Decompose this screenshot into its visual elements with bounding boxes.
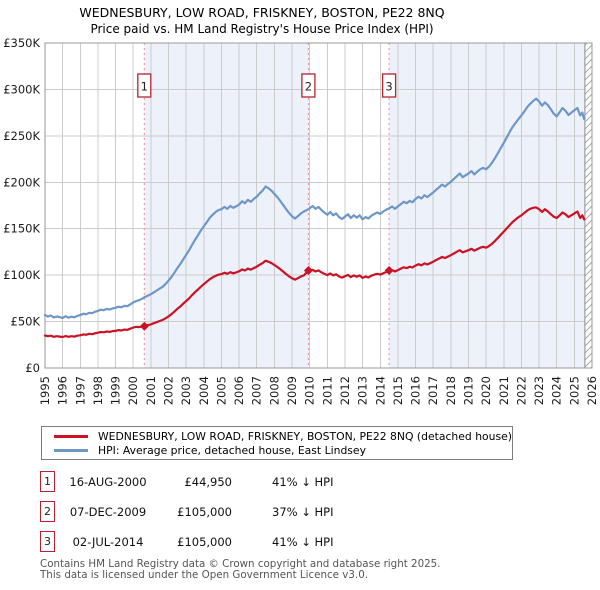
x-axis-label: 2016 [409,376,423,405]
hpi-line-swatch [54,448,88,452]
transaction-row: 3 02-JUL-2014 £105,000 41% ↓ HPI [0,531,600,553]
y-axis-label: £150K [3,222,40,236]
legend-label-hpi: HPI: Average price, detached house, East… [98,443,366,457]
transaction-date: 07-DEC-2009 [69,505,147,519]
y-axis-label: £50K [11,315,41,329]
property-line-swatch [54,434,88,438]
x-axis-label: 2003 [179,376,193,405]
marker-label: 3 [385,80,392,94]
price-line [43,206,586,339]
marker-label: 2 [305,80,312,94]
x-axis-label: 2008 [267,376,281,405]
price-chart: 1 2 3 £0 £50K £100K £150K £200K £250K £300K £350K 1… [3,36,599,405]
chart-subtitle: Price paid vs. HM Land Registry's House … [90,22,434,36]
x-axis-label: 1998 [91,376,105,405]
transaction-badge: 1 [40,471,55,492]
y-axis-label: £300K [3,82,40,96]
x-axis-label: 2019 [462,376,476,405]
marker-label-box [301,73,316,98]
hpi-line [43,97,586,319]
marker-label: 1 [141,80,148,94]
transaction-badge: 2 [40,501,55,522]
transaction-vs-hpi: 37% ↓ HPI [272,505,334,519]
transaction-vs-hpi: 41% ↓ HPI [272,535,334,549]
x-axis-label: 2024 [550,376,564,405]
x-axis-label: 2020 [479,376,493,405]
x-axis-label: 1997 [73,376,87,405]
x-axis-label: 2012 [338,376,352,405]
x-axis-label: 1999 [109,376,123,405]
y-axis-label: £100K [3,268,40,282]
x-axis-label: 2009 [285,376,299,405]
x-axis-label: 2006 [232,376,246,405]
x-axis-label: 2021 [497,376,511,405]
x-axis-label: 2011 [320,376,334,405]
y-axis-label: £350K [3,36,40,50]
footer-line1: Contains HM Land Registry data © Crown c… [40,558,441,570]
footer: Contains HM Land Registry data © Crown c… [40,559,441,580]
x-axis-label: 2017 [426,376,440,405]
x-axis-label: 2015 [391,376,405,405]
chart-title: WEDNESBURY, LOW ROAD, FRISKNEY, BOSTON, … [79,5,445,20]
transaction-price: £105,000 [177,505,232,519]
transaction-badge: 3 [40,531,55,552]
x-axis-label: 2010 [303,376,317,405]
transaction-vs-hpi: 41% ↓ HPI [272,475,334,489]
x-axis-label: 2001 [144,376,158,405]
legend: WEDNESBURY, LOW ROAD, FRISKNEY, BOSTON, … [41,426,513,460]
transaction-row: 1 16-AUG-2000 £44,950 41% ↓ HPI [0,471,600,493]
transaction-price: £44,950 [184,475,232,489]
legend-label-property: WEDNESBURY, LOW ROAD, FRISKNEY, BOSTON, … [98,429,512,443]
footer-line2: This data is licensed under the Open Gov… [40,568,369,581]
legend-item-hpi: HPI: Average price, detached house, East… [48,443,506,457]
y-axis-label: £200K [3,175,40,189]
transaction-price: £105,000 [177,535,232,549]
x-axis-label: 2007 [250,376,264,405]
transaction-row: 2 07-DEC-2009 £105,000 37% ↓ HPI [0,501,600,523]
x-axis-label: 2022 [514,376,528,405]
x-axis-label: 2026 [585,376,599,405]
x-axis-label: 2018 [444,376,458,405]
x-axis-label: 2025 [567,376,581,405]
x-axis-label: 2005 [215,376,229,405]
chart-header: WEDNESBURY, LOW ROAD, FRISKNEY, BOSTON, … [0,4,524,38]
transaction-date: 16-AUG-2000 [69,475,147,489]
transaction-marker [139,321,149,331]
marker-label-box [137,73,152,98]
shaded-band [389,43,585,368]
transaction-date: 02-JUL-2014 [72,535,144,549]
x-axis-label: 2004 [197,376,211,405]
y-axis-label: £0 [25,361,40,375]
x-axis-label: 2002 [162,376,176,405]
x-axis-label: 2014 [373,376,387,405]
transaction-marker [384,266,394,275]
plot-border [44,42,593,369]
transaction-marker [303,266,313,275]
x-axis-label: 2023 [532,376,546,405]
legend-item-property: WEDNESBURY, LOW ROAD, FRISKNEY, BOSTON, … [48,429,512,443]
x-axis-label: 1996 [56,376,70,405]
marker-label-box [381,73,397,98]
x-axis-label: 2013 [356,376,370,405]
x-axis-label: 1995 [38,376,52,405]
x-axis-label: 2000 [126,376,140,405]
y-axis-label: £250K [3,129,40,143]
